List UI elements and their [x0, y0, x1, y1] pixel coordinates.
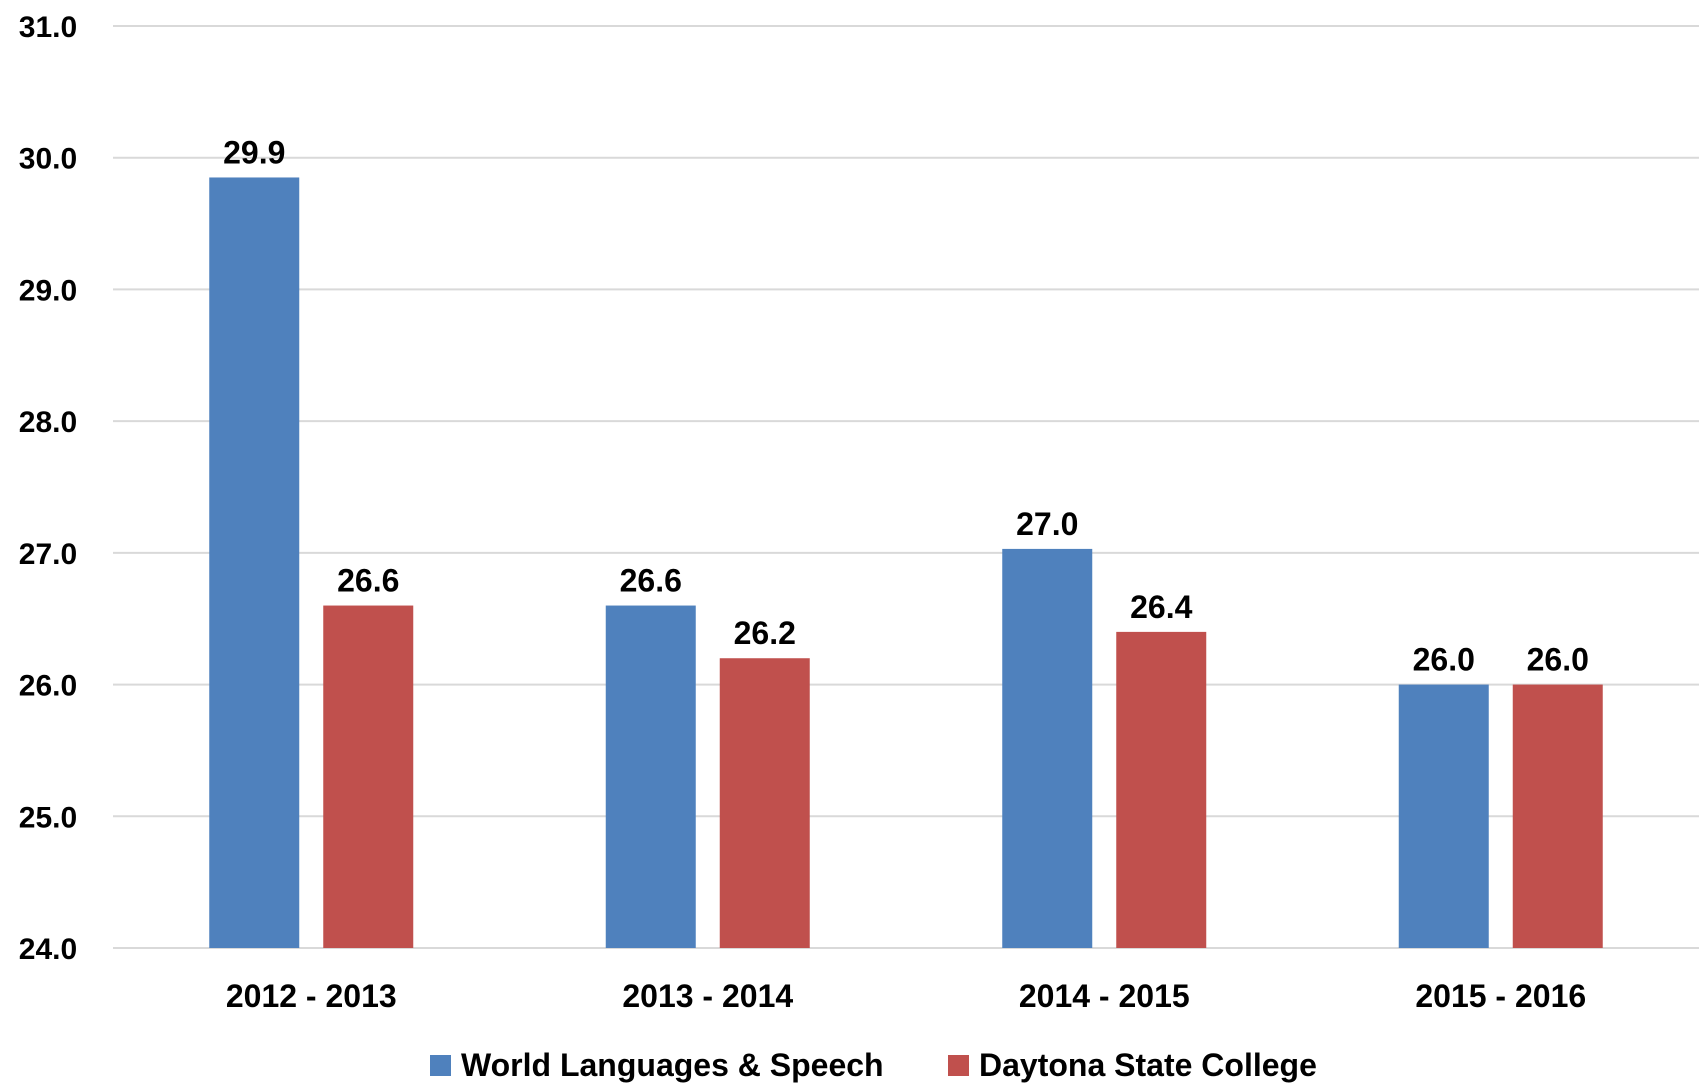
legend-swatch	[430, 1055, 451, 1076]
bar-world-languages-0	[209, 177, 300, 948]
data-label: 26.6	[620, 563, 682, 599]
y-tick-label: 29.0	[19, 274, 77, 307]
y-tick-label: 27.0	[19, 538, 77, 571]
y-tick-label: 31.0	[19, 11, 77, 44]
bar-world-languages-2	[1002, 548, 1093, 948]
bar-daytona-state-0	[323, 605, 414, 948]
data-label: 26.4	[1130, 589, 1192, 625]
x-category-label: 2015 - 2016	[1415, 978, 1586, 1014]
x-category-label: 2013 - 2014	[622, 978, 793, 1014]
bar-world-languages-3	[1398, 684, 1489, 948]
data-label: 26.0	[1527, 642, 1589, 678]
legend: World Languages & Speech Daytona State Co…	[430, 1047, 1317, 1083]
data-labels: 29.9 26.6 26.6 26.2 27.0 26.4 26.0 26.0	[223, 134, 1589, 677]
bar-daytona-state-1	[719, 658, 810, 948]
x-category-label: 2012 - 2013	[226, 978, 397, 1014]
legend-label: World Languages & Speech	[461, 1047, 884, 1083]
x-axis-category-labels: 2012 - 2013 2013 - 2014 2014 - 2015 2015 - …	[226, 978, 1586, 1014]
bars	[209, 177, 1603, 948]
y-axis-tick-labels: 24.0 25.0 26.0 27.0 28.0 29.0 30.0 31.0	[19, 11, 77, 966]
y-tick-label: 28.0	[19, 406, 77, 439]
data-label: 26.2	[734, 615, 796, 651]
y-tick-label: 25.0	[19, 801, 77, 834]
data-label: 27.0	[1016, 506, 1078, 542]
legend-swatch	[948, 1055, 969, 1076]
y-tick-label: 24.0	[19, 933, 77, 966]
legend-label: Daytona State College	[979, 1047, 1317, 1083]
x-category-label: 2014 - 2015	[1019, 978, 1190, 1014]
y-tick-label: 26.0	[19, 670, 77, 703]
y-tick-label: 30.0	[19, 143, 77, 176]
data-label: 26.6	[337, 563, 399, 599]
bar-world-languages-1	[605, 605, 696, 948]
data-label: 29.9	[223, 134, 285, 170]
bar-daytona-state-2	[1116, 631, 1207, 948]
data-label: 26.0	[1413, 642, 1475, 678]
legend-item: Daytona State College	[948, 1047, 1317, 1083]
bar-daytona-state-3	[1512, 684, 1603, 948]
legend-item: World Languages & Speech	[430, 1047, 884, 1083]
